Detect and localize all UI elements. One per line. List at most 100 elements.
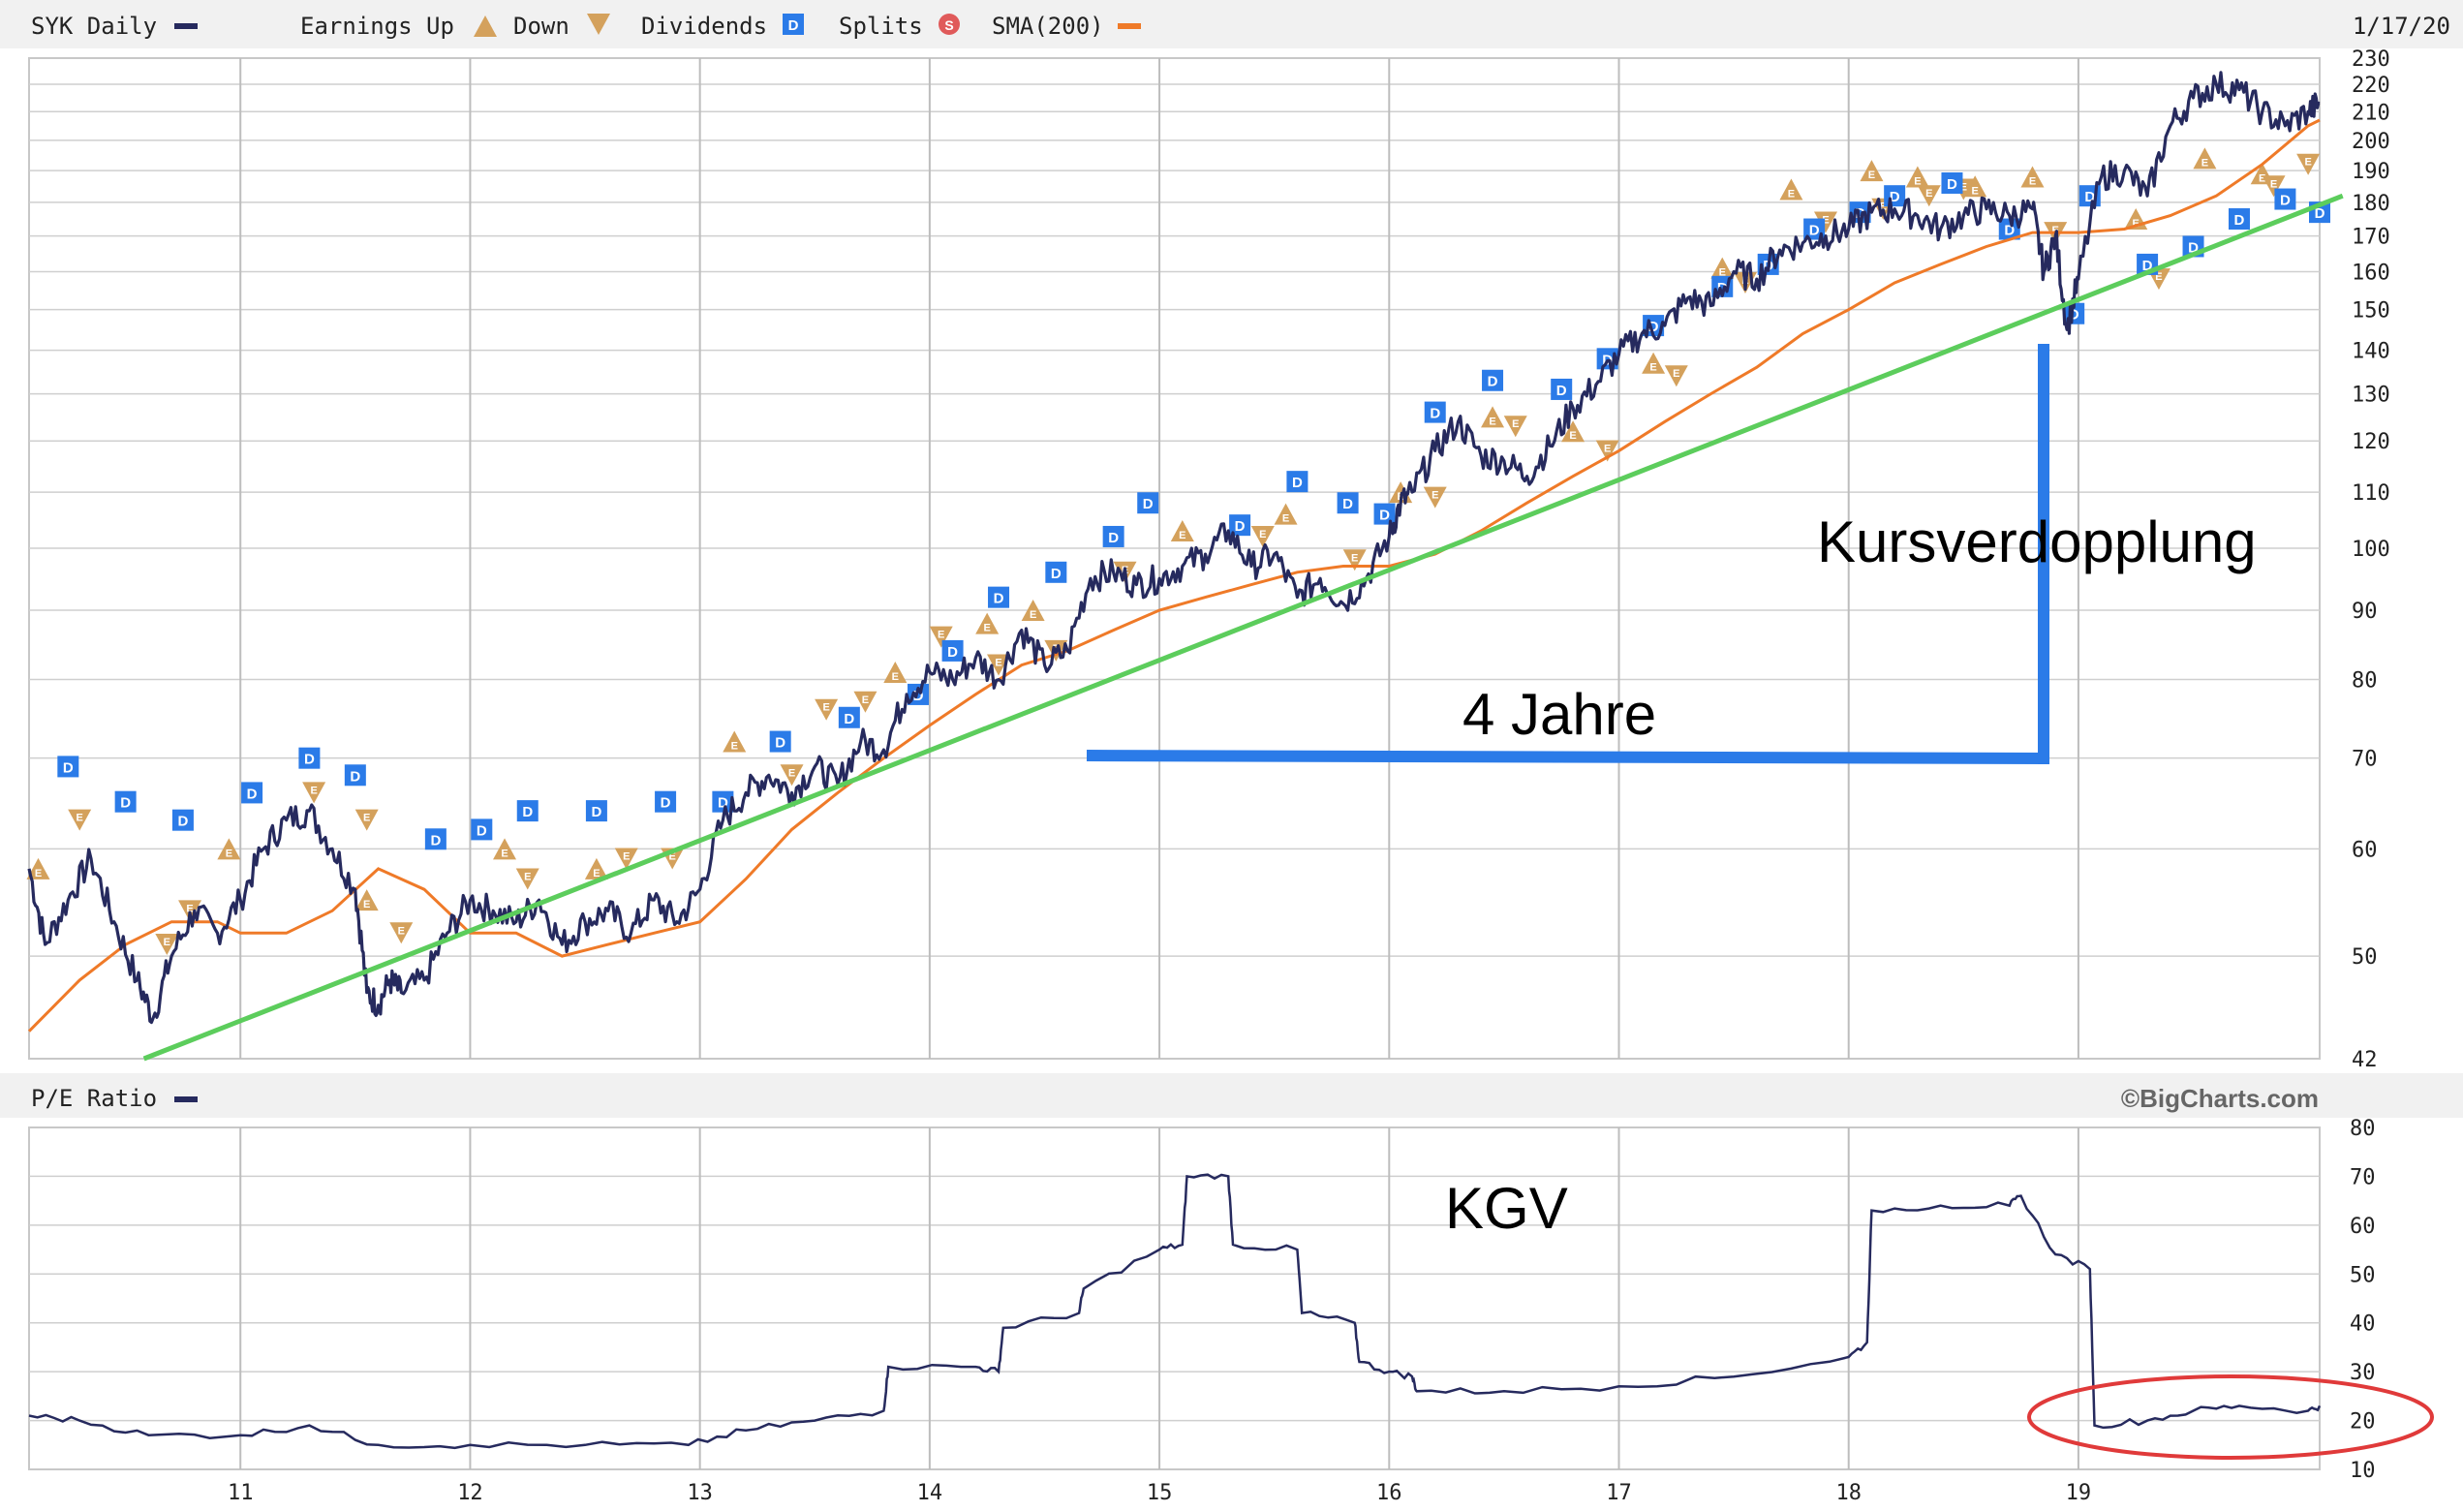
earnings-down-glyph: E (1960, 182, 1967, 194)
dividend-marker: D (1337, 492, 1359, 514)
earnings-up-glyph: E (1569, 430, 1576, 442)
dividend-box (1337, 492, 1359, 514)
doubling-annotation: Kursverdopplung (1817, 509, 2257, 574)
earnings-down-marker: E (1595, 440, 1619, 462)
dividend-glyph: D (1717, 280, 1728, 296)
dividend-glyph: D (304, 752, 315, 768)
dividend-box (988, 586, 1010, 608)
dividend-glyph: D (1488, 374, 1498, 390)
dividend-glyph: D (1890, 189, 1900, 205)
upper-y-tick-label: 110 (2352, 481, 2390, 506)
years-annotation: 4 Jahre (1462, 682, 1656, 747)
earnings-up-glyph: E (1179, 530, 1185, 541)
earnings-up-glyph: E (593, 868, 600, 879)
earnings-up-glyph: E (984, 623, 991, 634)
earnings-up-triangle (1710, 257, 1735, 279)
upper-y-tick-label: 200 (2352, 130, 2390, 154)
dividend-box (57, 756, 79, 778)
dividend-marker: D (57, 756, 79, 778)
dividend-marker: D (712, 790, 734, 813)
earnings-down-glyph: E (669, 851, 676, 863)
dividend-glyph: D (591, 804, 601, 820)
dividends-legend-icon: D (783, 14, 804, 35)
earnings-up-triangle (1860, 160, 1884, 182)
dividend-glyph: D (2004, 223, 2015, 239)
dividend-marker: D (1137, 492, 1159, 514)
earnings-up-glyph: E (501, 848, 508, 859)
x-tick-label: 17 (1606, 1481, 1632, 1505)
earnings-up-glyph: E (363, 899, 370, 910)
earnings-up-marker: E (26, 857, 50, 879)
earnings-up-glyph: E (2029, 175, 2036, 187)
earnings-down-triangle (853, 691, 877, 713)
earnings-down-marker: E (2296, 153, 2321, 175)
earnings-up-glyph: E (1914, 175, 1921, 187)
dividend-box (424, 828, 446, 850)
earnings-up-glyph: E (226, 848, 232, 859)
earnings-up-marker: E (1779, 178, 1803, 201)
earnings-down-marker: E (987, 654, 1011, 676)
dividend-glyph: D (1108, 530, 1119, 546)
earnings-up-marker: E (1963, 175, 1987, 198)
earnings-up-glyph: E (1282, 513, 1289, 525)
svg-text:S: S (944, 17, 953, 33)
earnings-up-marker: E (1642, 352, 1666, 374)
dividend-box (241, 782, 263, 804)
earnings-down-glyph: E (77, 813, 83, 824)
dividend-box (1998, 218, 2020, 240)
dividend-glyph: D (247, 786, 258, 802)
dividend-box (1286, 471, 1308, 493)
dividend-glyph: D (1947, 176, 1957, 193)
lower-y-tick-label: 60 (2350, 1215, 2376, 1239)
splits-label: Splits (839, 13, 923, 40)
earnings-up-triangle (2193, 147, 2217, 170)
earnings-up-marker: E (1481, 406, 1505, 428)
earnings-up-glyph: E (1030, 609, 1036, 621)
x-tick-label: 12 (457, 1481, 483, 1505)
earnings-down-marker: E (1917, 185, 1941, 207)
lower-y-tick-label: 50 (2350, 1263, 2376, 1287)
dividend-box (1551, 378, 1573, 400)
dividend-marker: D (1884, 185, 1906, 207)
x-tick-label: 18 (1835, 1481, 1862, 1505)
dividend-box (2228, 208, 2250, 231)
earnings-down-triangle (1813, 211, 1837, 233)
earnings-down-marker: E (815, 698, 839, 721)
dividend-marker: D (241, 782, 263, 804)
dividend-box (585, 800, 607, 822)
x-tick-label: 19 (2066, 1481, 2092, 1505)
upper-plot-area (28, 57, 2321, 1060)
lower-y-tick-label: 70 (2350, 1165, 2376, 1189)
dividend-glyph: D (2188, 239, 2199, 256)
dividend-glyph: D (2280, 193, 2291, 209)
earnings-up-glyph: E (35, 868, 42, 879)
dividend-marker: D (1424, 401, 1446, 423)
dividend-box (1373, 503, 1396, 525)
date-label: 1/17/20 (2353, 13, 2450, 40)
earnings-up-glyph: E (1972, 185, 1979, 197)
x-tick-label: 14 (917, 1481, 943, 1505)
lower-header-band (0, 1073, 2463, 1118)
earnings-up-marker: E (2020, 166, 2045, 188)
earnings-down-glyph: E (862, 694, 869, 706)
dividend-marker: D (2228, 208, 2250, 231)
pe-ratio-line (28, 1173, 2322, 1450)
upper-y-tick-label: 190 (2352, 160, 2390, 184)
dividend-glyph: D (2069, 307, 2079, 324)
earnings-up-triangle (1905, 166, 1929, 188)
earnings-down-marker: E (2262, 175, 2286, 198)
dividend-box (1424, 401, 1446, 423)
upper-y-tick-label: 90 (2352, 600, 2378, 624)
sma-label: SMA(200) (992, 13, 1104, 40)
trend-line (142, 193, 2344, 1062)
earnings-up-glyph: E (2259, 172, 2265, 184)
dividend-glyph: D (120, 795, 131, 812)
earnings-down-marker: E (302, 782, 326, 804)
earnings-down-glyph: E (1604, 443, 1611, 454)
dividend-glyph: D (1648, 319, 1659, 335)
symbol-label: SYK Daily (31, 13, 157, 40)
earnings-down-marker: E (614, 848, 638, 870)
earnings-down-glyph: E (1351, 552, 1358, 564)
dividend-box (1482, 369, 1504, 391)
earnings-up-triangle (1642, 352, 1666, 374)
